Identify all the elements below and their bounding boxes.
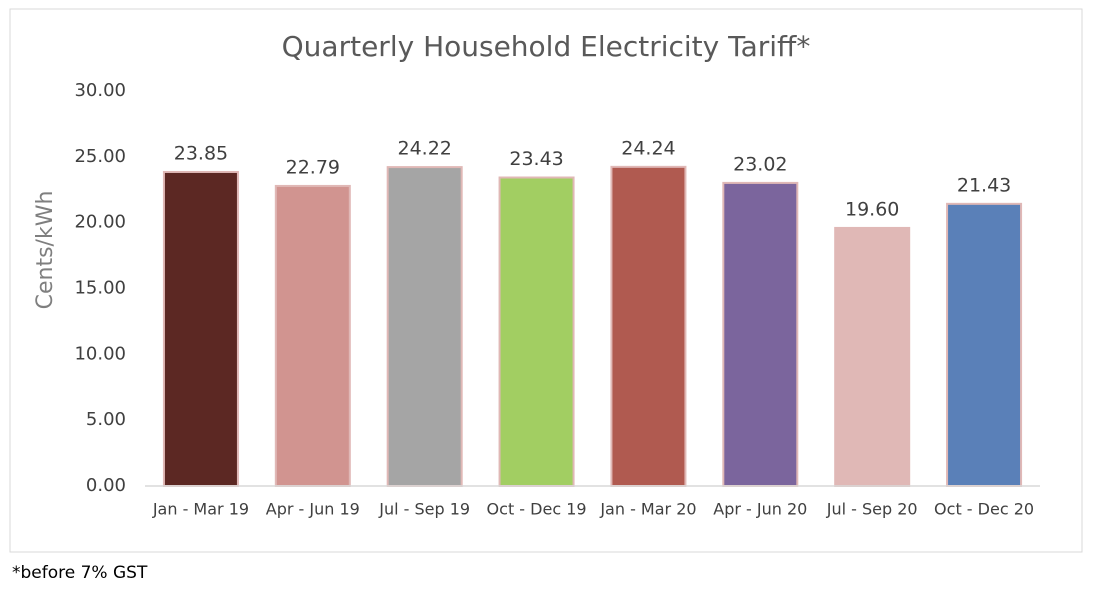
value-label: 24.24 bbox=[621, 137, 675, 159]
bar bbox=[162, 170, 239, 487]
value-label: 22.79 bbox=[286, 156, 340, 178]
y-tick-label: 20.00 bbox=[74, 212, 126, 233]
y-axis-label: Cents/kWh bbox=[33, 191, 58, 310]
x-tick-label: Jul - Sep 20 bbox=[826, 500, 918, 519]
x-tick-label: Oct - Dec 19 bbox=[487, 500, 587, 519]
y-tick-label: 15.00 bbox=[74, 278, 126, 299]
value-label: 23.02 bbox=[733, 153, 787, 175]
bar bbox=[610, 165, 687, 487]
y-tick-label: 30.00 bbox=[74, 80, 126, 101]
y-tick-label: 25.00 bbox=[74, 146, 126, 167]
y-tick-label: 0.00 bbox=[86, 475, 126, 496]
y-tick-label: 10.00 bbox=[74, 343, 126, 364]
bar bbox=[498, 176, 575, 487]
value-label: 23.43 bbox=[509, 148, 563, 170]
bar bbox=[274, 184, 351, 487]
value-label: 23.85 bbox=[174, 142, 228, 164]
chart-title: Quarterly Household Electricity Tariff* bbox=[282, 30, 811, 63]
bar bbox=[834, 226, 911, 488]
x-tick-label: Jan - Mar 19 bbox=[152, 500, 249, 519]
x-tick-label: Apr - Jun 19 bbox=[266, 500, 360, 519]
x-tick-label: Apr - Jun 20 bbox=[713, 500, 807, 519]
x-tick-label: Jan - Mar 20 bbox=[599, 500, 696, 519]
value-label: 24.22 bbox=[397, 138, 451, 160]
value-label: 19.60 bbox=[845, 198, 899, 220]
x-tick-label: Jul - Sep 19 bbox=[378, 500, 470, 519]
bar bbox=[386, 166, 463, 487]
bar bbox=[946, 202, 1023, 487]
footnote: *before 7% GST bbox=[12, 563, 148, 583]
bar bbox=[722, 181, 799, 488]
x-tick-label: Oct - Dec 20 bbox=[934, 500, 1034, 519]
y-tick-label: 5.00 bbox=[86, 409, 126, 430]
value-label: 21.43 bbox=[957, 174, 1011, 196]
